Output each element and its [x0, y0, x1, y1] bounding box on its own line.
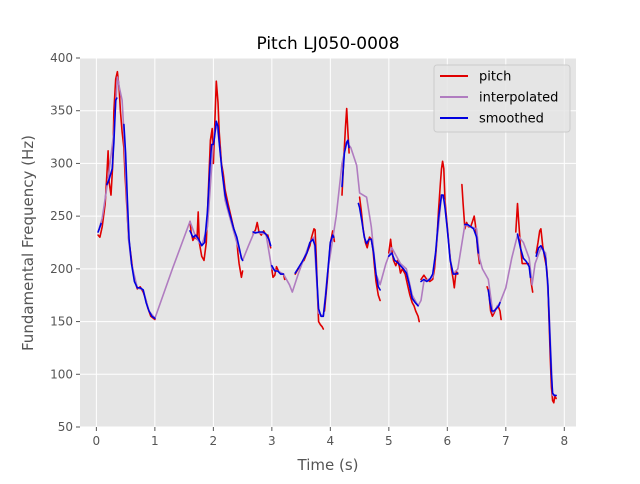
legend: pitch interpolated smoothed — [433, 64, 571, 133]
x-axis-label: Time (s) — [297, 456, 359, 474]
x-tick-label: 2 — [210, 434, 218, 448]
x-tick-label: 5 — [385, 434, 393, 448]
x-tick-label: 7 — [502, 434, 510, 448]
y-tick-label: 350 — [50, 104, 73, 118]
y-tick-label: 250 — [50, 209, 73, 223]
series-line-pitch — [97, 70, 557, 404]
series-lines — [97, 70, 557, 404]
legend-box — [433, 64, 571, 133]
x-tick-label: 1 — [151, 434, 159, 448]
y-tick-label: 50 — [58, 420, 73, 434]
x-tick-label: 3 — [268, 434, 276, 448]
chart-title: Pitch LJ050-0008 — [256, 34, 399, 54]
legend-label-pitch: pitch — [479, 70, 511, 85]
series-line-interpolated — [97, 76, 557, 397]
y-tick-label: 300 — [50, 156, 73, 170]
axis-ticks: 0 1 2 3 4 5 6 7 8 50 100 150 200 250 300 350 400 — [50, 51, 568, 448]
x-tick-label: 6 — [444, 434, 452, 448]
y-tick-label: 400 — [50, 51, 73, 65]
y-tick-label: 150 — [50, 315, 73, 329]
y-axis-label: Fundamental Frequency (Hz) — [19, 135, 37, 351]
y-tick-label: 200 — [50, 262, 73, 276]
y-tick-label: 100 — [50, 367, 73, 381]
legend-label-interpolated: interpolated — [479, 91, 558, 106]
x-tick-label: 4 — [327, 434, 335, 448]
legend-label-smoothed: smoothed — [479, 112, 544, 127]
x-tick-label: 0 — [93, 434, 101, 448]
x-tick-label: 8 — [560, 434, 568, 448]
series-line-smoothed — [97, 97, 557, 397]
